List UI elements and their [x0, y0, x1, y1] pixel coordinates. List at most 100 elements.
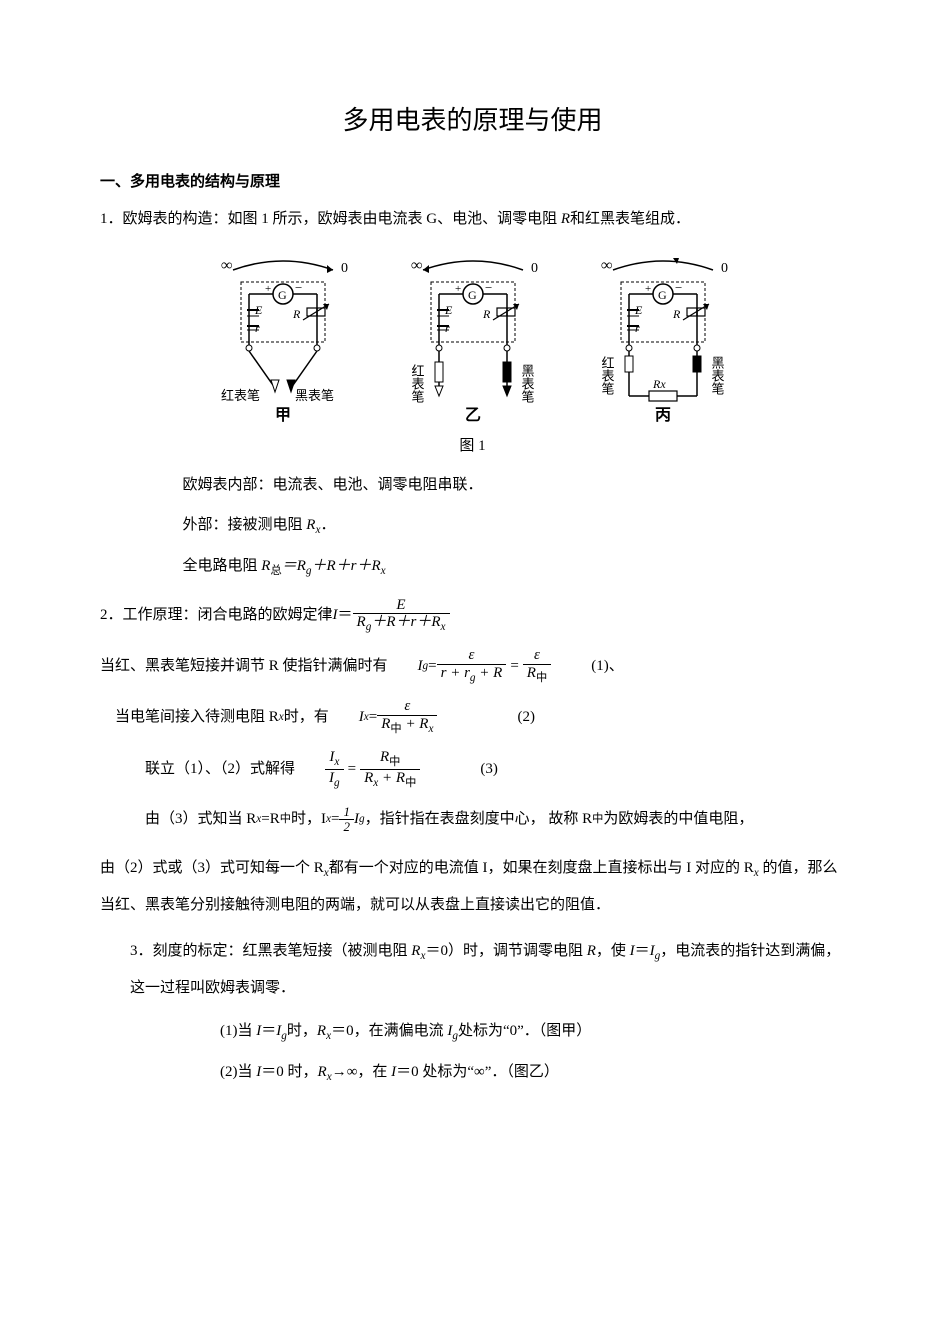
frac2-den: r + rg + R: [437, 665, 507, 684]
f4ns: x: [334, 756, 339, 768]
sub-item-1: (1)当 I＝Ig时，Rx＝0，在满偏电流 Ig处标为“0”．（图甲）: [100, 1016, 845, 1048]
item1-tail: 和红黑表笔组成．: [570, 211, 690, 227]
sub-item-2: (2)当 I＝0 时，Rx→∞，在 I＝0 处标为“∞”．（图乙）: [100, 1057, 845, 1089]
frac1-num: E: [353, 597, 450, 615]
ext-pre: 外部：接被测电阻: [183, 517, 307, 533]
zero-label-2: 0: [531, 261, 538, 276]
para-3: 由（3）式知当 Rx=R中时，Ix= 1 2 Ig，指针指在表盘刻度中心， 故称…: [100, 803, 845, 836]
ext-period: ．: [320, 517, 335, 533]
black-probe-v-3: 黑表笔: [709, 356, 724, 395]
eq-num-3: (3): [480, 754, 498, 784]
figure-1-caption: 图 1: [100, 434, 845, 458]
minus-label: −: [295, 280, 302, 295]
para3-mid2: 时，I: [291, 803, 326, 836]
f3dp: + R: [402, 716, 429, 732]
jia-label: 甲: [275, 406, 291, 424]
figure-1-row: ∞ 0 G + − E r R 红表笔 黑表笔 甲: [100, 248, 845, 428]
f4bd1: R: [364, 770, 373, 786]
inf-label-2: ∞: [411, 257, 422, 274]
yi-label: 乙: [465, 407, 481, 424]
eq-sign-1b: =: [510, 651, 518, 681]
para3-sub-mid2: 中: [592, 807, 603, 832]
item1-intro: 1．欧姆表的构造：如图 1 所示，欧姆表由电流表 G、电池、调零电阻: [100, 211, 561, 227]
frac-1: E Rg＋R＋r＋Rx: [353, 597, 450, 634]
eq-num-1: (1)、: [591, 651, 624, 681]
eq-sign-2: =: [369, 702, 377, 732]
E-label-3: E: [634, 303, 643, 317]
f2d1: r + r: [441, 665, 470, 681]
red-probe-label: 红表笔: [221, 388, 260, 403]
sub1-tail: 处标为“0”．（图甲）: [458, 1023, 591, 1039]
connect-mid: 时，有: [284, 702, 329, 732]
sub2-eq02: ＝0 处标为“∞”．（图乙）: [396, 1064, 559, 1080]
red-probe-v-3: 红表笔: [599, 355, 614, 395]
minus-3: −: [675, 280, 682, 295]
frac-3: ε R中 + Rx: [377, 698, 437, 735]
f1dsx: x: [441, 621, 446, 633]
sub1-eq0: ＝0，在满偏电流: [331, 1023, 447, 1039]
f4ds: g: [334, 777, 340, 789]
frac-4: Ix Ig: [325, 749, 344, 789]
frac3-num: ε: [377, 698, 437, 716]
para3-pre: 由（3）式知当 R: [145, 803, 256, 836]
combine-pre: 联立（1）、（2）式解得: [145, 754, 295, 784]
item-2: 2．工作原理：闭合电路的欧姆定律 I ＝ E Rg＋R＋r＋Rx: [100, 597, 845, 634]
short-circuit-line: 当红、黑表笔短接并调节 R 使指针满偏时有 Ig = ε r + rg + R …: [100, 647, 845, 684]
sub1-Rx: R: [317, 1023, 326, 1039]
minus-2: −: [485, 280, 492, 295]
page-title: 多用电表的原理与使用: [100, 100, 845, 142]
R-label-2: R: [482, 307, 491, 321]
internal-line: 欧姆表内部：电流表、电池、调零电阻串联．: [100, 470, 845, 500]
para3-sub-mid: 中: [280, 807, 291, 832]
f3ds1: 中: [390, 723, 401, 735]
sub2-arrow: →∞，在: [332, 1064, 391, 1080]
plus-2: +: [455, 283, 461, 295]
total-sub: 总: [270, 565, 281, 577]
item3-mid: ，使: [596, 943, 630, 959]
black-probe-label: 黑表笔: [295, 388, 334, 403]
frac5-num: 1: [339, 805, 354, 820]
para3-mid1: =R: [261, 803, 279, 836]
bing-label: 丙: [655, 406, 671, 424]
diagram-yi: ∞ 0 G + − E r R 红表笔 黑表笔 乙: [393, 248, 553, 428]
f3ds2: x: [428, 723, 433, 735]
para3-tail: ，指针指在表盘刻度中心， 故称 R: [365, 803, 593, 836]
item2-eq: ＝: [338, 600, 353, 630]
plus-3: +: [645, 283, 651, 295]
para4-pre: 由（2）式或（3）式可知每一个 R: [100, 860, 324, 876]
inf-label-3: ∞: [601, 257, 612, 274]
eq-sign-3: =: [348, 754, 356, 784]
sub2-pre: (2)当: [220, 1064, 256, 1080]
frac2-num: ε: [437, 647, 507, 665]
sub1-pre: (1)当: [220, 1023, 256, 1039]
inf-label: ∞: [221, 257, 232, 274]
frac1-den: Rg＋R＋r＋Rx: [353, 614, 450, 633]
f4bns: 中: [389, 756, 400, 768]
total-rhs-1: ＝R: [282, 558, 306, 574]
frac4b-num: R中: [360, 749, 420, 769]
f1d1: R: [357, 614, 366, 630]
frac2b-den: R中: [523, 665, 551, 684]
f1d2: ＋R＋r＋R: [371, 614, 440, 630]
f2d2: + R: [476, 665, 503, 681]
sub1-mid: 时，: [287, 1023, 317, 1039]
connect-line: 当电笔间接入待测电阻 Rx 时，有 Ix = ε R中 + Rx (2): [100, 698, 845, 735]
frac5-den: 2: [339, 820, 354, 834]
frac2b-num: ε: [523, 647, 551, 665]
E-label-2: E: [444, 303, 453, 317]
para4-mid: 都有一个对应的电流值 I，如果在刻度盘上直接标出与 I 对应的 R: [329, 860, 754, 876]
total-line: 全电路电阻 R总＝Rg＋R＋r＋Rx: [100, 551, 845, 583]
plus-label: +: [265, 283, 271, 295]
eq-num-2: (2): [517, 702, 535, 732]
f4bn1: R: [380, 749, 389, 765]
black-probe-v-2: 黑表笔: [519, 364, 534, 403]
frac-2: ε r + rg + R: [437, 647, 507, 684]
external-line: 外部：接被测电阻 Rx．: [100, 510, 845, 542]
zero-label-3: 0: [721, 261, 728, 276]
item-1-text: 1．欧姆表的构造：如图 1 所示，欧姆表由电流表 G、电池、调零电阻 R和红黑表…: [100, 204, 845, 234]
total-rhs: ＝Rg＋R＋r＋Rx: [282, 558, 386, 574]
combine-line: 联立（1）、（2）式解得 Ix Ig = R中 Rx + R中 (3): [100, 749, 845, 789]
r-label-2: r: [445, 321, 450, 335]
total-sub-x: x: [381, 565, 386, 577]
item-3: 3．刻度的标定：红黑表笔短接（被测电阻 Rx＝0）时，调节调零电阻 R，使 I＝…: [100, 933, 845, 1006]
